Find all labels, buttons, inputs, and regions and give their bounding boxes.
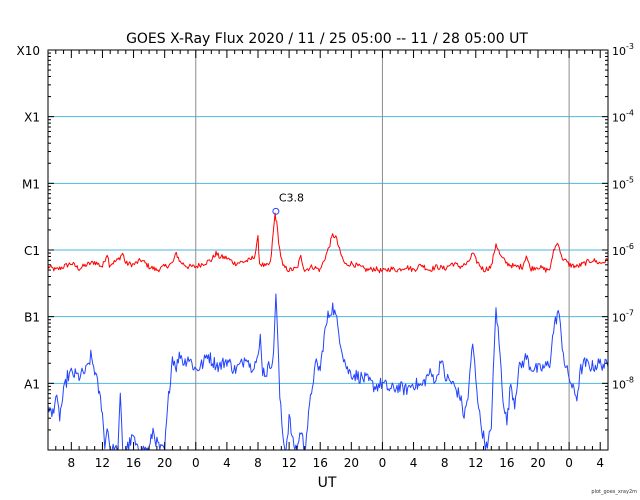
x-tick-label: 8	[68, 456, 76, 470]
y-class-label: X1	[24, 111, 40, 125]
series-line	[47, 212, 609, 274]
y-power-label: 10-7	[612, 309, 634, 325]
flare-annotation: C3.8	[272, 191, 304, 215]
x-axis-title: UT	[318, 475, 337, 491]
x-tick-label: 12	[281, 456, 296, 470]
x-tick-label: 16	[499, 456, 514, 470]
y-power-label: 10-6	[612, 242, 634, 258]
x-tick-label: 20	[157, 456, 172, 470]
plot-credit: plot_goes_xray2m	[591, 489, 637, 495]
x-axis-ticks: 8 12 16 20 0 4 8 12 16 20 0 4 8 12 16 20 0 4	[47, 50, 609, 470]
x-tick-label: 0	[192, 456, 200, 470]
x-tick-label: 12	[95, 456, 110, 470]
y-class-label: A1	[24, 377, 40, 391]
x-tick-label: 20	[344, 456, 359, 470]
x-tick-label: 12	[468, 456, 483, 470]
x-tick-label: 4	[223, 456, 231, 470]
y-class-label: B1	[24, 311, 40, 325]
x-tick-label: 20	[530, 456, 545, 470]
series-line	[47, 293, 609, 451]
y-class-label: M1	[22, 177, 40, 191]
y-axis-right-labels: 10-3 10-4 10-5 10-6 10-7 10-8	[602, 42, 634, 391]
y-power-label: 10-8	[612, 375, 634, 391]
y-class-label: C1	[24, 244, 40, 258]
chart-title: GOES X-Ray Flux 2020 / 11 / 25 05:00 -- …	[126, 31, 528, 47]
flare-label: C3.8	[279, 191, 304, 204]
y-class-label: X10	[17, 44, 41, 58]
x-tick-label: 8	[254, 456, 262, 470]
flare-peak-marker	[272, 207, 280, 215]
y-power-label: 10-3	[612, 42, 634, 58]
x-tick-label: 4	[410, 456, 418, 470]
x-tick-label: 16	[313, 456, 328, 470]
x-tick-label: 0	[379, 456, 387, 470]
x-tick-label: 8	[441, 456, 449, 470]
y-power-label: 10-5	[612, 175, 634, 191]
x-tick-label: 0	[565, 456, 573, 470]
x-tick-label: 4	[596, 456, 604, 470]
y-axis-left-labels: X10 X1 M1 C1 B1 A1	[17, 44, 608, 431]
flux-series	[47, 212, 609, 451]
x-tick-label: 16	[126, 456, 141, 470]
y-power-label: 10-4	[612, 109, 634, 125]
